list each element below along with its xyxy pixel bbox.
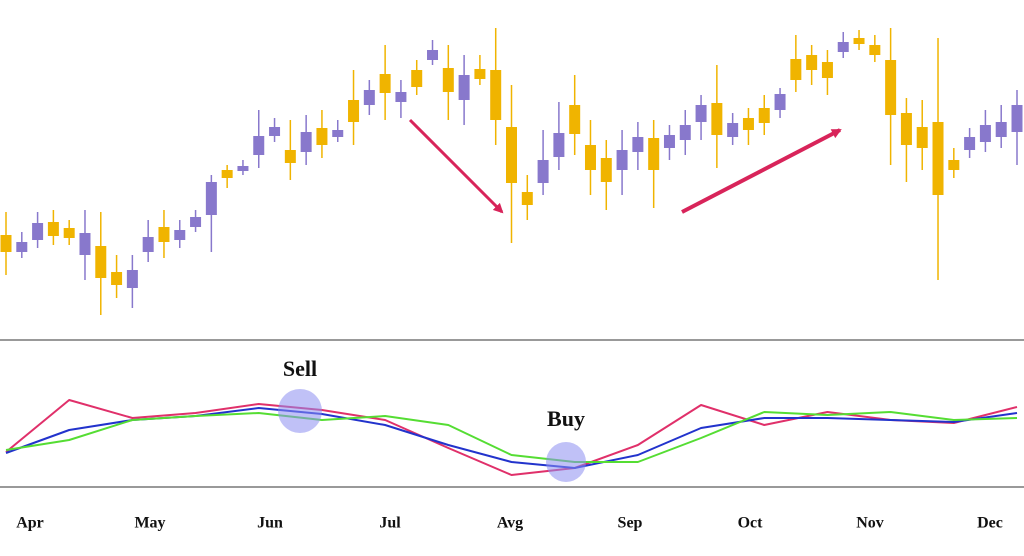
candle-body xyxy=(790,59,802,80)
candle-body xyxy=(363,90,375,105)
candle-body xyxy=(537,160,549,183)
candle-body xyxy=(869,45,881,55)
candle-body xyxy=(442,68,454,92)
x-axis: Apr May Jun Jul Avg Sep Oct Nov Dec xyxy=(16,515,1003,532)
candle-body xyxy=(916,127,928,148)
candle-body xyxy=(553,133,565,157)
candle-body xyxy=(158,227,170,242)
candle-body xyxy=(221,170,233,178)
x-tick-label: Nov xyxy=(856,515,884,532)
candle-body xyxy=(332,130,344,137)
candle-body xyxy=(205,182,217,215)
candle-body xyxy=(237,166,249,171)
x-tick-label: Oct xyxy=(738,515,764,532)
x-tick-label: Jul xyxy=(379,515,401,532)
candle-body xyxy=(16,242,28,252)
candle-body xyxy=(174,230,186,240)
candle-body xyxy=(126,270,138,288)
sell-marker xyxy=(278,389,322,433)
candle-body xyxy=(995,122,1007,137)
candle-body xyxy=(853,38,865,44)
x-tick-label: Jun xyxy=(257,515,283,532)
candle-body xyxy=(742,118,754,130)
candle-body xyxy=(427,50,439,60)
candle-body xyxy=(900,113,912,145)
candle-body xyxy=(948,160,960,170)
indicator xyxy=(5,399,1018,476)
candle-body xyxy=(758,108,770,123)
candle-body xyxy=(1011,105,1023,132)
candle-body xyxy=(932,122,944,195)
candle-body xyxy=(47,222,59,236)
candle-body xyxy=(979,125,991,142)
annotation: Sell xyxy=(283,356,317,381)
down-arrow xyxy=(408,118,504,214)
candle-body xyxy=(395,92,407,102)
candle-body xyxy=(727,123,739,137)
candle-body xyxy=(569,105,581,134)
candles xyxy=(0,28,1023,315)
candle-body xyxy=(521,192,533,205)
candle-body xyxy=(663,135,675,148)
candle-body xyxy=(821,62,833,78)
annotation: Buy xyxy=(547,406,585,431)
candle-body xyxy=(316,128,328,145)
candle-body xyxy=(111,272,123,285)
buy-marker xyxy=(546,442,586,482)
candle-body xyxy=(0,235,12,252)
candle-body xyxy=(300,132,312,152)
candle-body xyxy=(616,150,628,170)
candle-body xyxy=(506,127,517,183)
indicator-line xyxy=(5,411,1018,463)
candle-body xyxy=(774,94,786,110)
x-tick-label: Apr xyxy=(16,515,44,532)
candle-body xyxy=(63,228,75,238)
x-tick-label: Dec xyxy=(977,515,1003,532)
candle-body xyxy=(632,137,644,152)
candle-body xyxy=(837,42,849,52)
indicator-line xyxy=(5,399,1018,476)
candle-body xyxy=(458,75,470,100)
candle-body xyxy=(190,217,202,227)
candle-body xyxy=(253,136,265,155)
candle-body xyxy=(32,223,44,240)
candle-body xyxy=(348,100,360,122)
candle-body xyxy=(269,127,281,136)
candle-body xyxy=(679,125,691,140)
candle-body xyxy=(964,137,976,150)
candle-body xyxy=(79,233,91,255)
candle-body xyxy=(806,55,818,70)
candle-body xyxy=(584,145,596,170)
candle-body xyxy=(711,103,723,135)
candle-body xyxy=(648,138,660,170)
candle-body xyxy=(490,70,502,120)
x-tick-label: May xyxy=(134,515,165,532)
up-arrow xyxy=(681,128,842,214)
candle-body xyxy=(411,70,423,87)
candle-body xyxy=(474,69,486,79)
candle-body xyxy=(142,237,154,252)
x-tick-label: Sep xyxy=(618,515,643,532)
candle-body xyxy=(885,60,897,115)
candle-body xyxy=(695,105,707,122)
candle-body xyxy=(284,150,296,163)
candle-body xyxy=(379,74,391,93)
x-tick-label: Avg xyxy=(497,515,523,532)
candle-body xyxy=(600,158,612,182)
candle-body xyxy=(95,246,107,278)
